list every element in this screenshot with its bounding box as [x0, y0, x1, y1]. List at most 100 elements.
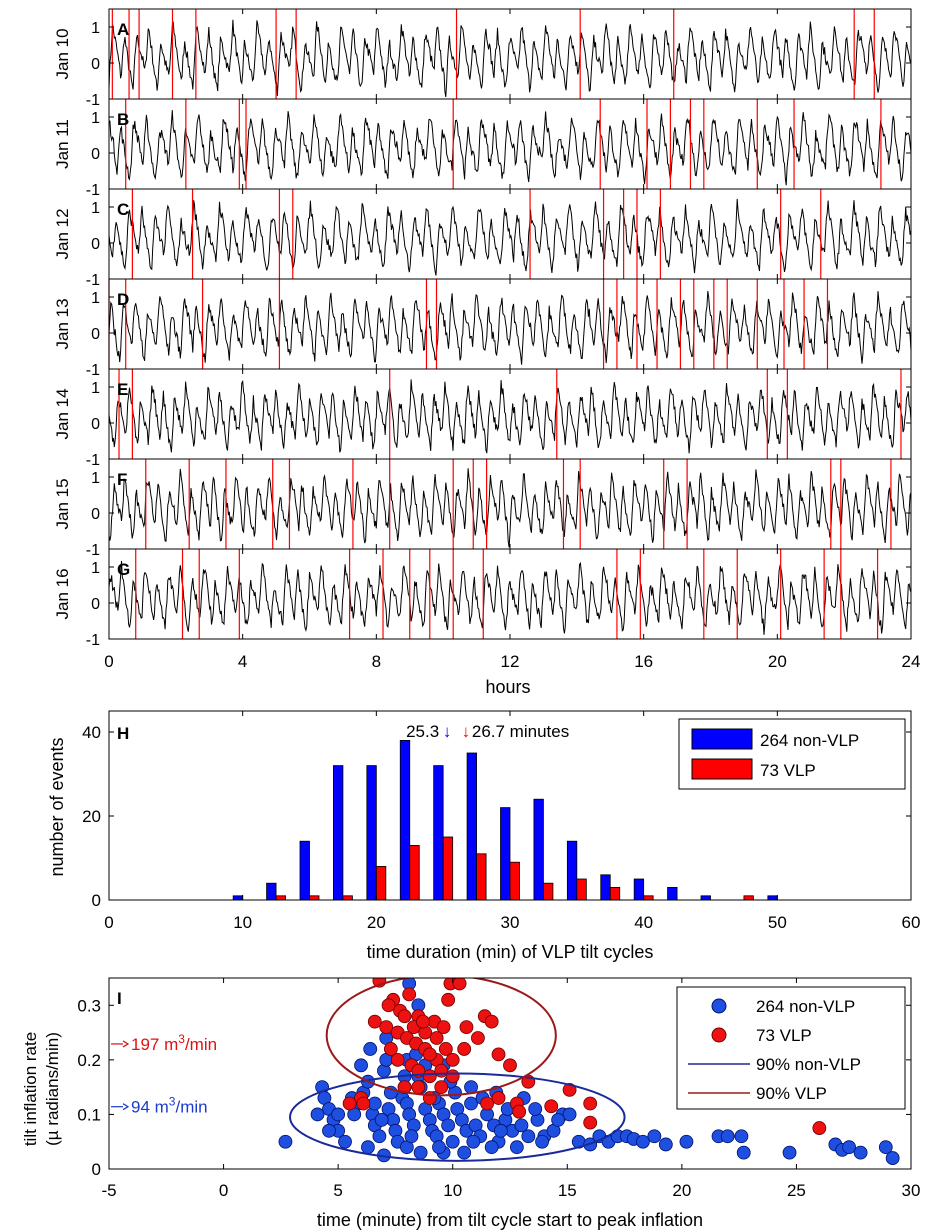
mean-vlp-arrow: ↓	[462, 722, 471, 741]
point-vlp	[411, 1080, 426, 1095]
ellipse-90-nonvlp	[289, 1072, 626, 1162]
tilt-panel-frame	[108, 548, 912, 640]
point-vlp	[434, 1063, 449, 1078]
y-tick-label: 0.2	[77, 1051, 101, 1070]
bar-nonvlp	[466, 752, 477, 901]
tilt-trace-line	[108, 560, 912, 635]
histogram-legend: 264 non-VLP 73 VLP	[678, 718, 906, 790]
bar-nonvlp	[399, 740, 411, 901]
point-nonvlp	[679, 1134, 694, 1149]
point-vlp	[562, 1082, 577, 1097]
bar-nonvlp	[500, 807, 511, 901]
legend-marker-nonvlp	[711, 998, 727, 1014]
bar-vlp	[609, 887, 621, 901]
point-vlp	[397, 1080, 412, 1095]
mean-nonvlp-arrow: ↓	[443, 722, 452, 741]
point-nonvlp	[562, 1107, 577, 1122]
point-nonvlp	[338, 1134, 352, 1149]
x-tick-label: 20	[672, 1181, 691, 1200]
y-tick-label: -1	[86, 182, 100, 199]
point-vlp	[381, 998, 396, 1013]
histogram-x-axis-label: time duration (min) of VLP tilt cycles	[367, 942, 654, 962]
rate-vlp-label: 197 m3/min	[131, 1032, 217, 1054]
point-nonvlp	[278, 1134, 293, 1149]
y-tick-label: 0	[91, 56, 100, 73]
tilt-panel-frame	[108, 98, 912, 190]
legend-label-ellipse-nonvlp: 90% non-VLP	[756, 1055, 861, 1074]
legend-label-ellipse-vlp: 90% VLP	[756, 1084, 827, 1103]
bar-nonvlp	[232, 895, 244, 901]
hours-tick-label: 16	[634, 652, 653, 671]
x-tick-label: 25	[787, 1181, 806, 1200]
tilt-panel-b: -1 0 1 B Jan 11	[53, 98, 912, 199]
bar-nonvlp	[667, 887, 678, 901]
bar-nonvlp	[633, 878, 645, 901]
tilt-panel-f: -1 0 1 F Jan 15	[53, 458, 912, 559]
point-nonvlp	[354, 1058, 368, 1073]
point-nonvlp	[361, 1140, 375, 1155]
y-tick-label: 1	[91, 20, 100, 37]
mean-vlp-label: 26.7 minutes	[472, 722, 569, 741]
point-vlp	[812, 1121, 827, 1135]
histogram-panel-h: time duration (min) of VLP tilt cycles n…	[47, 710, 920, 962]
point-vlp	[436, 1020, 451, 1035]
x-tick-label: 10	[233, 913, 252, 932]
hours-tick-label: 20	[768, 652, 787, 671]
point-nonvlp	[374, 1112, 389, 1127]
tilt-trace-line	[108, 468, 912, 548]
y-tick-label: -1	[86, 542, 100, 559]
hours-tick-label: 24	[902, 652, 921, 671]
tilt-x-axis-label: hours	[485, 677, 530, 697]
y-tick-label: 0	[92, 891, 101, 910]
tilt-panel-d: -1 0 1 D Jan 13	[53, 278, 912, 379]
hours-tick-label: 0	[104, 652, 113, 671]
point-vlp	[441, 992, 456, 1007]
bar-nonvlp	[299, 840, 310, 901]
point-nonvlp	[521, 1129, 536, 1144]
point-nonvlp	[528, 1102, 543, 1116]
scatter-y-axis-label-line2: (µ radians/min)	[43, 1032, 62, 1146]
bar-nonvlp	[266, 882, 277, 901]
point-vlp	[434, 1080, 449, 1095]
point-nonvlp	[413, 1145, 428, 1160]
point-nonvlp	[404, 1129, 419, 1144]
x-tick-label: -5	[101, 1181, 116, 1200]
point-nonvlp	[322, 1123, 336, 1138]
bar-vlp	[576, 878, 587, 901]
point-vlp	[342, 1096, 357, 1111]
scatter-legend: 264 non-VLP 73 VLP 90% non-VLP 90% VLP	[676, 986, 906, 1110]
panel-date-label: Jan 15	[53, 478, 72, 529]
point-vlp	[402, 987, 417, 1002]
panel-letter: I	[117, 989, 122, 1008]
y-tick-label: -1	[86, 272, 100, 289]
point-nonvlp	[514, 1118, 529, 1133]
hours-tick-label: 4	[238, 652, 247, 671]
point-nonvlp	[464, 1096, 478, 1111]
point-vlp	[583, 1096, 598, 1111]
legend-swatch-vlp	[691, 758, 753, 780]
bar-nonvlp	[767, 895, 778, 901]
scatter-panel-i: time (minute) from tilt cycle start to p…	[21, 977, 920, 1230]
bar-nonvlp	[566, 840, 578, 901]
point-vlp	[397, 1009, 412, 1024]
rate-nonvlp-label: 94 m3/min	[131, 1095, 208, 1117]
point-vlp	[544, 1099, 559, 1114]
x-tick-label: 50	[768, 913, 787, 932]
hours-tick-label: 8	[372, 652, 381, 671]
point-vlp	[429, 1031, 444, 1045]
x-tick-label: 30	[501, 913, 520, 932]
point-vlp	[422, 1069, 437, 1084]
tilt-panel-c: -1 0 1 C Jan 12	[53, 188, 912, 289]
y-tick-label: 0	[91, 596, 100, 613]
point-nonvlp	[441, 1118, 456, 1133]
bar-vlp	[375, 866, 387, 901]
point-nonvlp	[736, 1145, 751, 1160]
point-vlp	[457, 1042, 472, 1056]
bar-vlp	[509, 861, 520, 901]
point-vlp	[379, 1020, 394, 1035]
tilt-trace-line	[108, 379, 912, 454]
point-nonvlp	[782, 1145, 797, 1160]
panel-date-label: Jan 10	[53, 28, 72, 79]
y-tick-label: 1	[91, 290, 100, 307]
